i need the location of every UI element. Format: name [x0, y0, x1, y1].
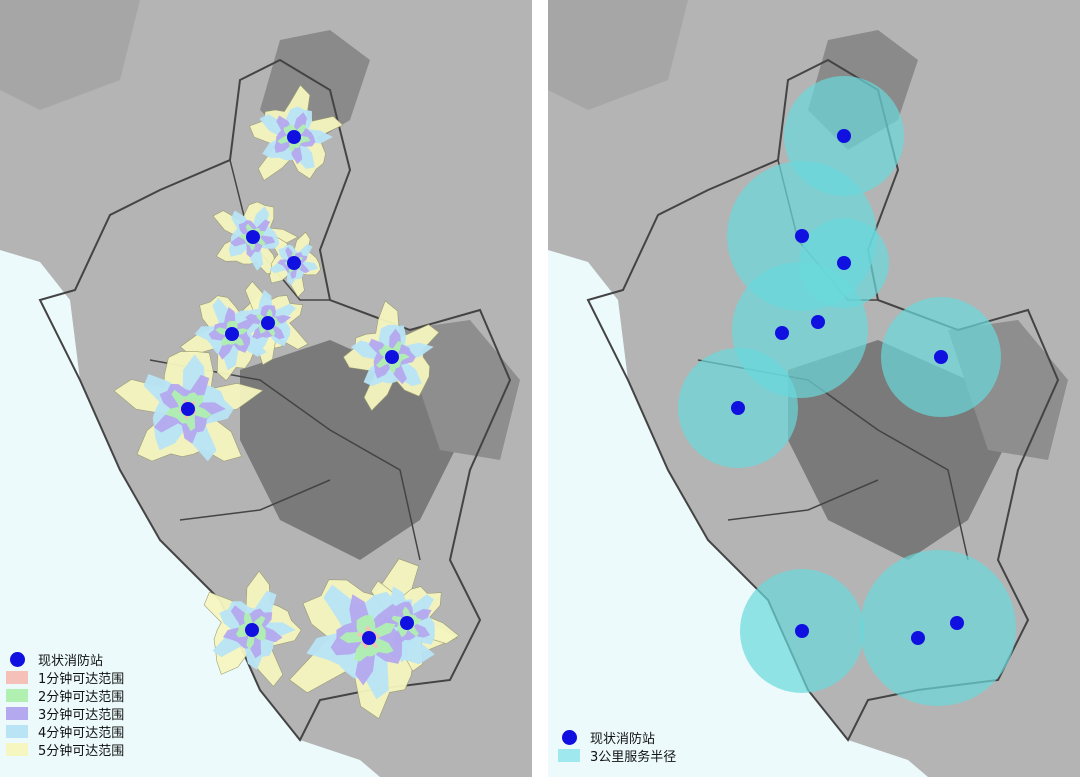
fire-station-marker	[837, 129, 851, 143]
fire-station-marker	[287, 130, 301, 144]
legend-item-1min: 1分钟可达范围	[6, 668, 125, 687]
terrain-patch	[548, 0, 688, 110]
legend-item-3min: 3分钟可达范围	[6, 704, 125, 723]
legend-item-3km: 3公里服务半径	[558, 746, 677, 765]
fire-station-marker	[795, 229, 809, 243]
service-radius-map-canvas	[548, 0, 1080, 777]
fire-station-marker	[246, 230, 260, 244]
swatch-4min	[6, 724, 28, 738]
swatch-5min	[6, 742, 28, 756]
swatch-1min	[6, 670, 28, 684]
service-radius-circle	[860, 550, 1016, 706]
legend: 现状消防站 3公里服务半径	[558, 728, 677, 765]
legend-item-2min: 2分钟可达范围	[6, 686, 125, 705]
fire-station-icon	[562, 729, 577, 745]
fire-stations	[731, 129, 964, 645]
fire-station-marker	[911, 631, 925, 645]
fire-station-marker	[950, 616, 964, 630]
legend-label: 4分钟可达范围	[38, 725, 125, 741]
swatch-3km	[558, 748, 580, 762]
legend-label: 5分钟可达范围	[38, 743, 125, 759]
legend-item-station: 现状消防站	[558, 728, 676, 747]
fire-station-marker	[837, 256, 851, 270]
fire-station-marker	[245, 623, 259, 637]
legend-label: 现状消防站	[38, 653, 104, 669]
fire-station-marker	[795, 624, 809, 638]
fire-station-marker	[731, 401, 745, 415]
legend-label: 3分钟可达范围	[38, 707, 125, 723]
fire-station-marker	[400, 616, 414, 630]
legend-item-4min: 4分钟可达范围	[6, 722, 125, 741]
legend-label: 1分钟可达范围	[38, 671, 125, 687]
fire-station-marker	[775, 326, 789, 340]
service-radius-map: 现状消防站 3公里服务半径	[548, 0, 1080, 777]
terrain-patch	[0, 0, 140, 110]
fire-station-marker	[385, 350, 399, 364]
fire-station-icon	[10, 651, 25, 667]
drive-time-map-canvas	[0, 0, 532, 777]
legend-label: 现状消防站	[590, 731, 656, 747]
fire-station-marker	[287, 256, 301, 270]
fire-station-marker	[181, 402, 195, 416]
legend-item-5min: 5分钟可达范围	[6, 740, 125, 759]
swatch-3min	[6, 706, 28, 720]
legend: 现状消防站 1分钟可达范围 2分钟可达范围 3分钟可达范围 4分钟可达范围 5分…	[6, 650, 125, 759]
legend-item-station: 现状消防站	[6, 650, 124, 669]
fire-station-marker	[934, 350, 948, 364]
legend-label: 3公里服务半径	[590, 749, 677, 765]
fire-station-marker	[261, 316, 275, 330]
sea-area	[548, 250, 928, 777]
fire-station-marker	[225, 327, 239, 341]
fire-station-marker	[811, 315, 825, 329]
terrain-patch	[240, 340, 460, 560]
legend-label: 2分钟可达范围	[38, 689, 125, 705]
fire-stations	[181, 130, 414, 645]
fire-station-marker	[362, 631, 376, 645]
sea-area	[0, 250, 380, 777]
drive-time-map: 现状消防站 1分钟可达范围 2分钟可达范围 3分钟可达范围 4分钟可达范围 5分…	[0, 0, 532, 777]
swatch-2min	[6, 688, 28, 702]
